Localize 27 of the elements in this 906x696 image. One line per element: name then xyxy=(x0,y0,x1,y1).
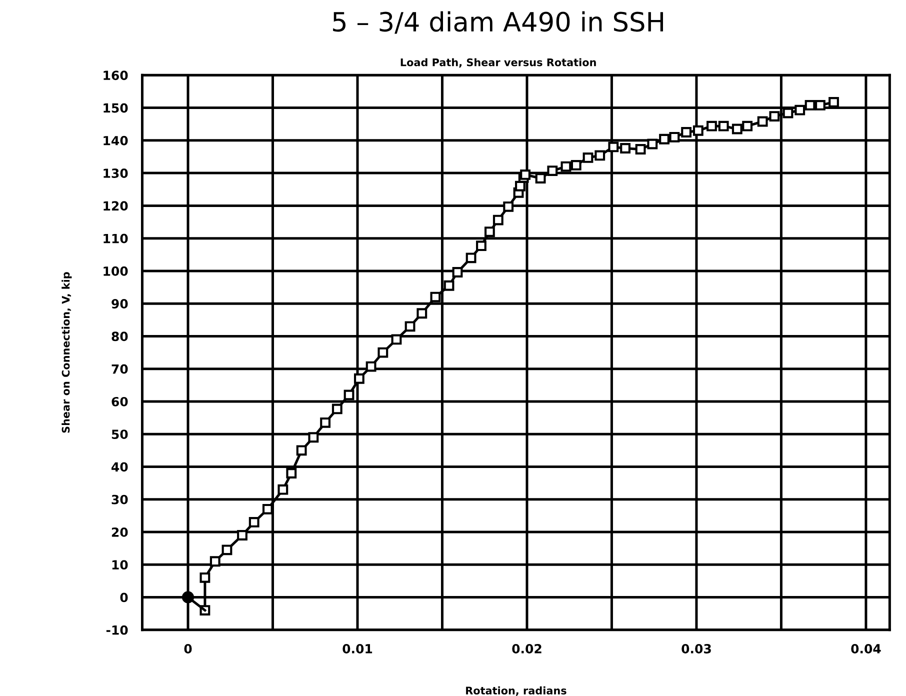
chart-subtitle: Load Path, Shear versus Rotation xyxy=(400,58,596,68)
x-tick-label: 0.03 xyxy=(682,644,711,654)
y-tick-label: 40 xyxy=(112,462,128,472)
y-tick-label: 20 xyxy=(112,527,128,537)
y-axis-title: Shear on Connection, V, kip xyxy=(62,272,72,433)
chart-title: 5 – 3/4 diam A490 in SSH xyxy=(333,11,663,34)
y-tick-label: 130 xyxy=(104,168,128,178)
y-tick-label: 150 xyxy=(104,103,128,113)
y-tick-label: 50 xyxy=(112,430,128,440)
y-tick-label: 100 xyxy=(104,266,128,276)
x-tick-label: 0 xyxy=(184,644,192,654)
y-tick-label: 60 xyxy=(112,396,128,406)
y-tick-label: 0 xyxy=(120,592,128,602)
y-tick-label: 160 xyxy=(104,70,128,80)
y-tick-label: 30 xyxy=(112,494,128,504)
x-tick-label: 0.01 xyxy=(342,644,372,654)
x-tick-label: 0.04 xyxy=(851,644,881,654)
y-tick-label: 80 xyxy=(112,332,128,342)
y-tick-label: 10 xyxy=(112,560,128,570)
y-tick-label: 140 xyxy=(104,136,128,146)
x-tick-label: 0.02 xyxy=(512,644,542,654)
x-axis-title: Rotation, radians xyxy=(466,686,566,696)
y-tick-label: 120 xyxy=(104,201,128,211)
y-tick-label: -10 xyxy=(106,625,128,635)
y-tick-label: 70 xyxy=(112,364,128,374)
y-tick-label: 90 xyxy=(112,299,128,309)
y-tick-label: 110 xyxy=(104,234,128,244)
